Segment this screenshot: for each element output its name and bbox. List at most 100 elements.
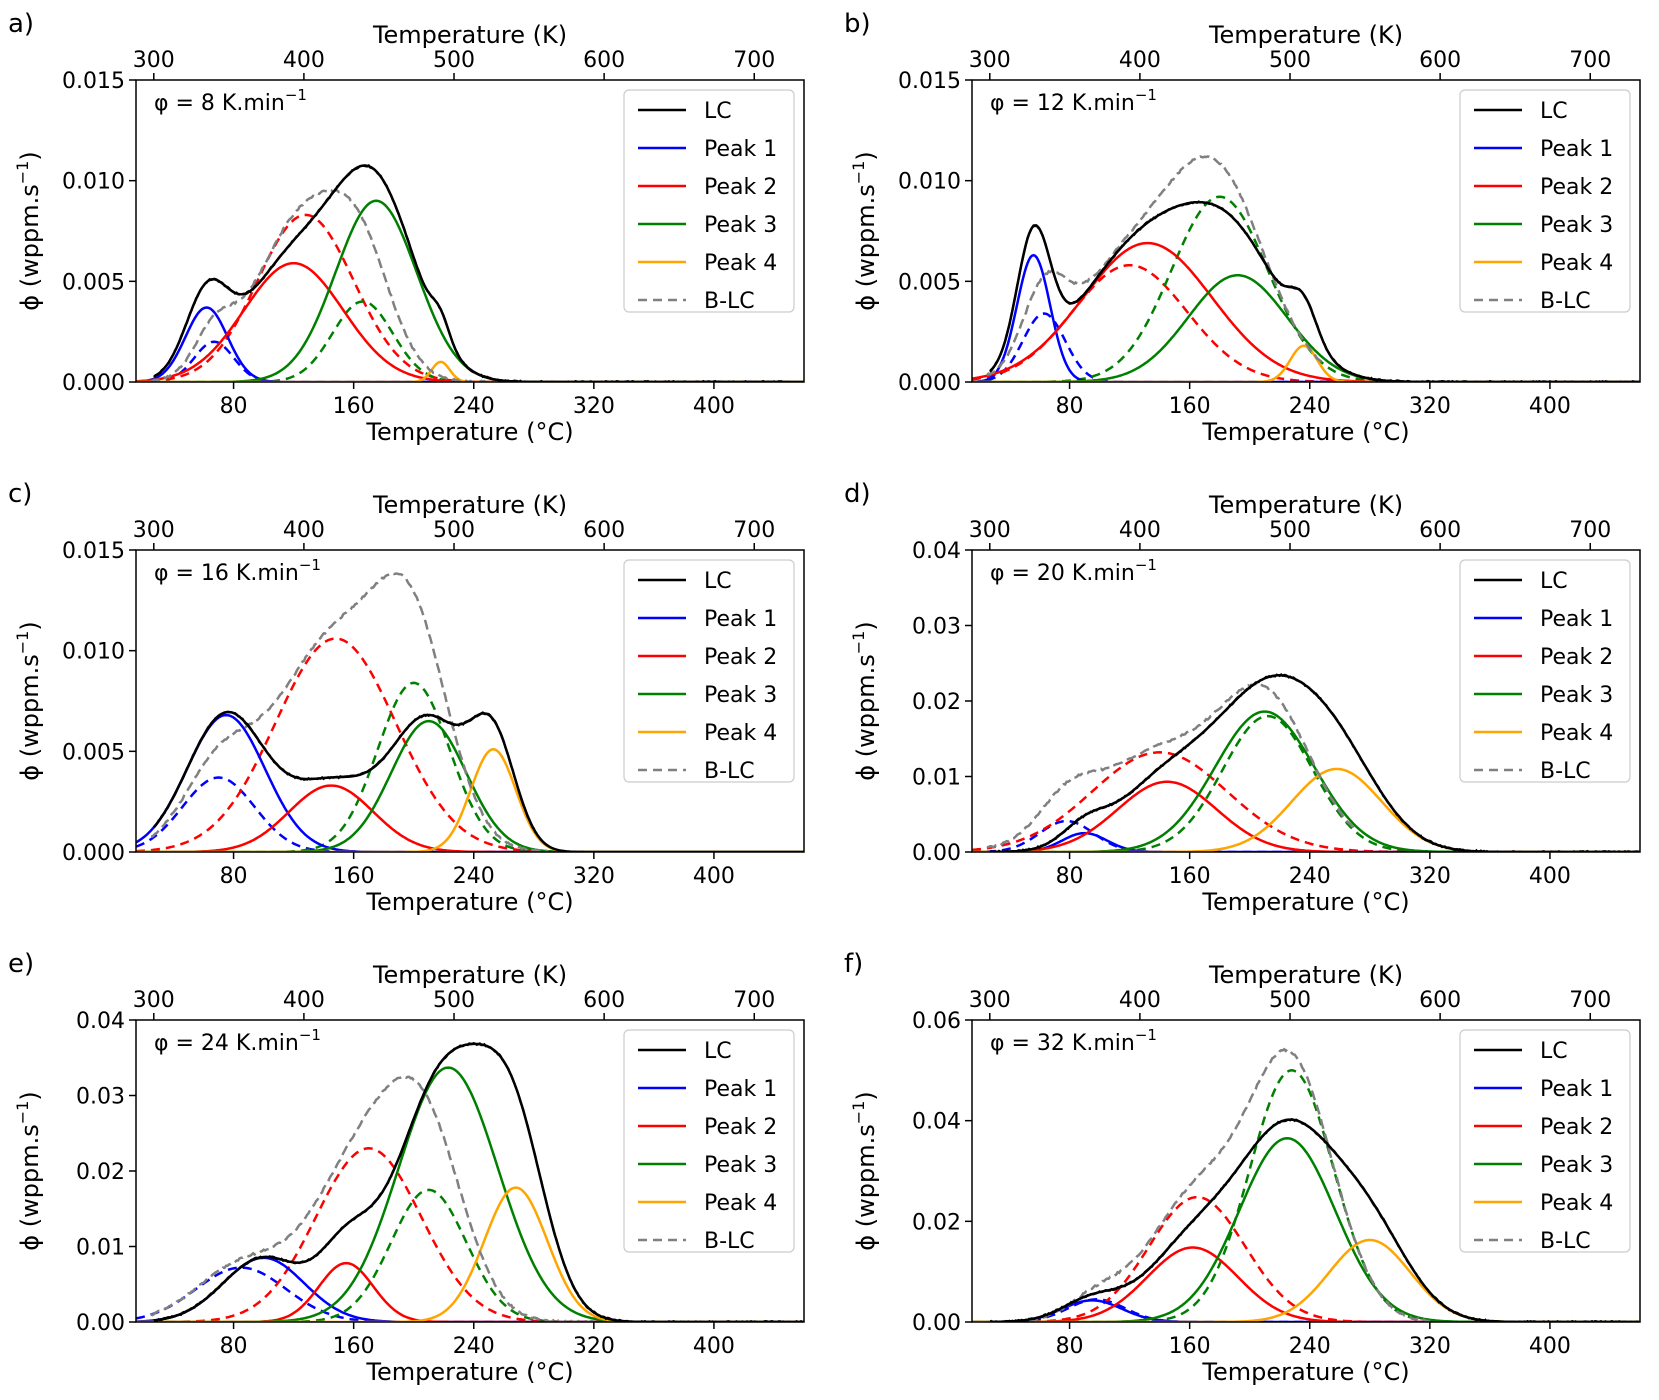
x-tick-label: 80 — [220, 394, 248, 419]
rate-main: φ = 20 K.min — [990, 561, 1135, 586]
rate-superscript: −1 — [1135, 86, 1157, 104]
heating-rate-label: φ = 12 K.min−1 — [990, 86, 1157, 116]
legend-box — [623, 89, 795, 313]
legend-label-p1: Peak 1 — [704, 137, 777, 162]
x2-axis-label: Temperature (K) — [1208, 961, 1403, 989]
legend-label-p2: Peak 2 — [704, 1115, 777, 1140]
peak-4-curve — [136, 360, 804, 382]
legend-label-p2: Peak 2 — [1540, 175, 1613, 200]
peak-1-baked-curve — [136, 1266, 804, 1322]
y-label-superscript: −1 — [13, 161, 32, 185]
peak-2-baked-curve — [136, 637, 804, 852]
x2-tick-label: 400 — [283, 48, 325, 73]
rate-main: φ = 32 K.min — [990, 1031, 1135, 1056]
y-tick-label: 0.02 — [912, 690, 961, 715]
legend: LC Peak 1 Peak 2 Peak 3 Peak 4 B-LC — [1459, 1029, 1631, 1254]
x-tick-label: 160 — [1169, 864, 1211, 889]
y-label-main: ϕ (wppm.s — [852, 184, 880, 310]
x2-axis-label: Temperature (K) — [372, 21, 567, 49]
peak-2-baked-curve — [136, 1147, 804, 1322]
rate-main: φ = 8 K.min — [154, 91, 285, 116]
y-label-main: ϕ (wppm.s — [16, 654, 44, 780]
legend-label-p3: Peak 3 — [704, 683, 777, 708]
y-tick-label: 0.02 — [912, 1210, 961, 1235]
y-tick-label: 0.00 — [912, 841, 961, 866]
y-tick-label: 0.000 — [62, 841, 125, 866]
rate-main: φ = 24 K.min — [154, 1031, 299, 1056]
x-tick-label: 80 — [220, 1334, 248, 1359]
legend-label-p1: Peak 1 — [704, 607, 777, 632]
peak-1-baked-curve — [136, 340, 804, 382]
y-tick-label: 0.000 — [898, 371, 961, 396]
peak-1-curve — [136, 713, 804, 852]
panel-e: e) 80 160 240 320 400 300 400 500 600 700 0.00 0.01 0… — [8, 949, 805, 1386]
x-axis-label: Temperature (°C) — [365, 1358, 573, 1386]
y-axis-label: ϕ (wppm.s−1) — [849, 1091, 880, 1250]
x2-tick-label: 700 — [1569, 518, 1611, 543]
legend-label-p1: Peak 1 — [1540, 137, 1613, 162]
y-tick-label: 0.005 — [898, 270, 961, 295]
x-tick-label: 160 — [1169, 394, 1211, 419]
lc-fit-curve — [990, 1118, 1640, 1322]
legend-box — [1459, 89, 1631, 313]
x2-tick-label: 700 — [733, 518, 775, 543]
panel-letter: c) — [8, 479, 32, 509]
x2-tick-label: 300 — [133, 48, 175, 73]
x-tick-label: 400 — [1529, 1334, 1571, 1359]
x-tick-label: 80 — [1056, 1334, 1084, 1359]
panel-letter: e) — [8, 949, 34, 979]
x-tick-label: 240 — [1289, 1334, 1331, 1359]
x2-tick-label: 500 — [433, 988, 475, 1013]
heating-rate-label: φ = 20 K.min−1 — [990, 556, 1157, 586]
panel-a: a) 80 160 240 320 400 300 400 500 600 700 0.000 0.00… — [8, 9, 805, 446]
y-label-superscript: −1 — [849, 1101, 868, 1125]
legend-label-p4: Peak 4 — [704, 721, 777, 746]
x-tick-label: 160 — [333, 394, 375, 419]
x-tick-label: 240 — [453, 1334, 495, 1359]
y-tick-label: 0.015 — [898, 69, 961, 94]
legend-label-lc: LC — [704, 1039, 732, 1064]
peak-1-curve — [136, 306, 804, 382]
x2-tick-label: 300 — [969, 988, 1011, 1013]
legend-box — [623, 559, 795, 783]
x2-tick-label: 500 — [1269, 518, 1311, 543]
peak-3-curve — [972, 1137, 1640, 1322]
x2-tick-label: 400 — [1119, 988, 1161, 1013]
x-tick-label: 320 — [1409, 864, 1451, 889]
legend-label-p3: Peak 3 — [1540, 1153, 1613, 1178]
x-tick-label: 240 — [1289, 864, 1331, 889]
peak-2-curve — [136, 784, 804, 852]
x2-tick-label: 500 — [1269, 988, 1311, 1013]
peak-3-baked-curve — [136, 1188, 804, 1322]
legend-label-p4: Peak 4 — [1540, 1191, 1613, 1216]
y-tick-label: 0.04 — [76, 1009, 125, 1034]
x-tick-label: 400 — [693, 394, 735, 419]
rate-superscript: −1 — [1135, 556, 1157, 574]
heating-rate-label: φ = 8 K.min−1 — [154, 86, 307, 116]
x2-tick-label: 700 — [1569, 988, 1611, 1013]
rate-superscript: −1 — [1135, 1026, 1157, 1044]
rate-superscript: −1 — [299, 1026, 321, 1044]
x-tick-label: 400 — [693, 864, 735, 889]
rate-superscript: −1 — [285, 86, 307, 104]
legend-box — [623, 1029, 795, 1253]
x2-tick-label: 500 — [433, 48, 475, 73]
x-tick-label: 240 — [1289, 394, 1331, 419]
x2-tick-label: 700 — [733, 988, 775, 1013]
y-tick-label: 0.010 — [898, 170, 961, 195]
legend-label-p4: Peak 4 — [704, 1191, 777, 1216]
heating-rate-label: φ = 32 K.min−1 — [990, 1026, 1157, 1056]
lc-fit-curve — [153, 164, 804, 382]
legend-label-blc: B-LC — [1540, 1229, 1591, 1254]
y-tick-label: 0.010 — [62, 640, 125, 665]
y-tick-label: 0.04 — [912, 1110, 961, 1135]
y-label-close: ) — [852, 151, 880, 160]
x-tick-label: 320 — [573, 1334, 615, 1359]
b-lc-curve — [986, 682, 1356, 849]
rate-main: φ = 12 K.min — [990, 91, 1135, 116]
peak-1-curve — [972, 831, 1640, 852]
y-label-superscript: −1 — [13, 1101, 32, 1125]
legend-label-p4: Peak 4 — [1540, 251, 1613, 276]
panel-d: d) 80 160 240 320 400 300 400 500 600 700 0.00 0.01 0… — [844, 479, 1641, 916]
y-label-main: ϕ (wppm.s — [852, 654, 880, 780]
